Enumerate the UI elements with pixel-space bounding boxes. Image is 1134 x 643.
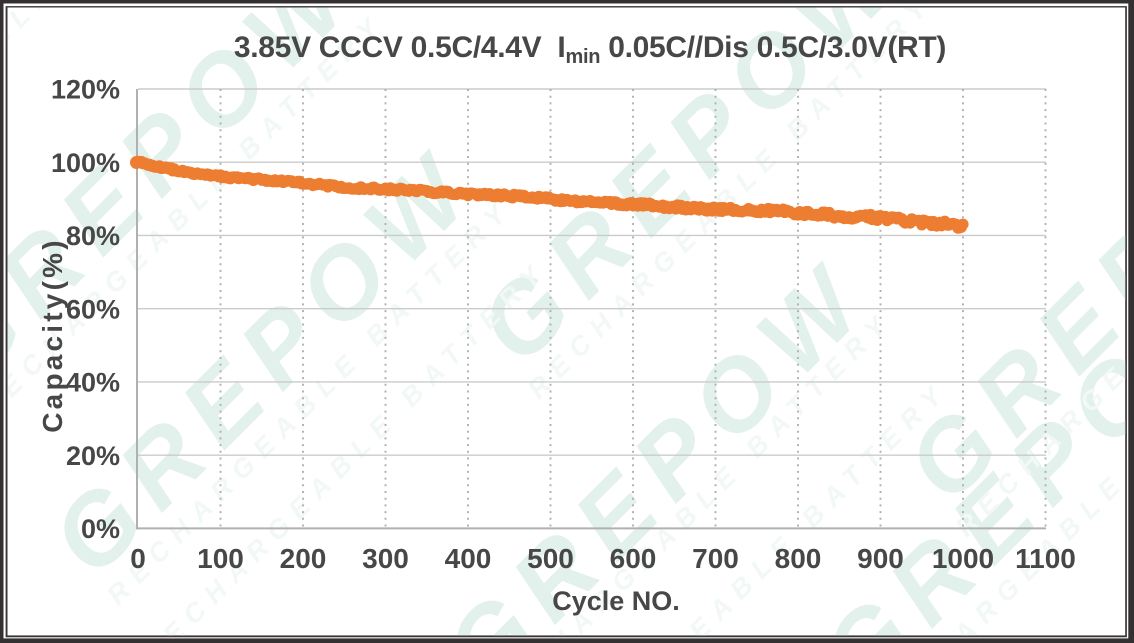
svg-text:0%: 0% [81,514,120,544]
svg-text:500: 500 [527,543,574,574]
svg-text:40%: 40% [66,368,120,398]
svg-text:400: 400 [445,543,492,574]
svg-text:600: 600 [610,543,657,574]
svg-text:1100: 1100 [1015,543,1076,574]
svg-text:Cycle NO.: Cycle NO. [552,586,680,616]
svg-text:700: 700 [692,543,739,574]
svg-text:100: 100 [197,543,244,574]
svg-text:Capacity(%): Capacity(%) [37,237,68,432]
svg-text:200: 200 [280,543,327,574]
svg-text:80%: 80% [66,221,120,251]
svg-text:20%: 20% [66,441,120,471]
svg-text:0: 0 [130,543,146,574]
svg-text:900: 900 [857,543,904,574]
svg-text:100%: 100% [51,148,120,178]
svg-text:60%: 60% [66,294,120,324]
svg-text:120%: 120% [51,75,120,105]
svg-text:300: 300 [362,543,409,574]
svg-text:800: 800 [775,543,822,574]
svg-text:1000: 1000 [932,543,994,574]
